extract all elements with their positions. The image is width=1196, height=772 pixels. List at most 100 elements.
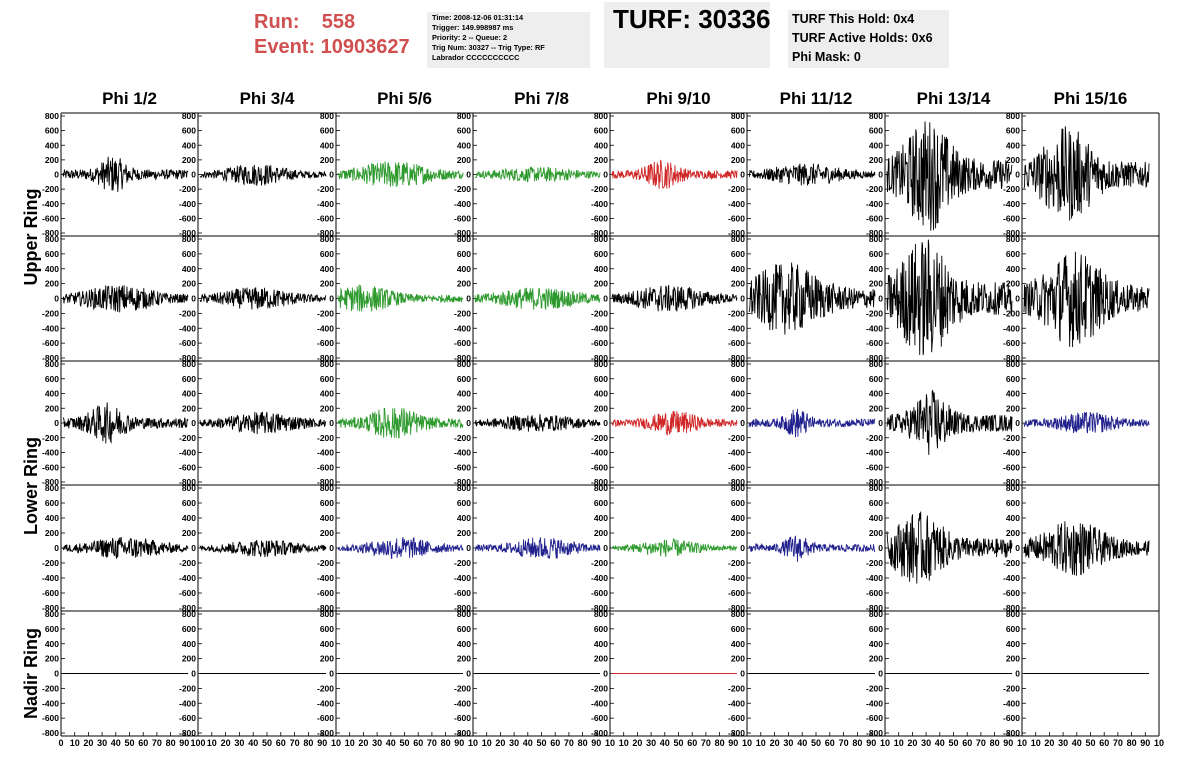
y-tick-label: -400 xyxy=(42,323,59,333)
y-tick-label: 600 xyxy=(457,624,471,634)
y-tick-label: 800 xyxy=(45,609,59,619)
x-tick-label: 60 xyxy=(1099,738,1109,748)
y-tick-label: -200 xyxy=(866,683,883,693)
y-tick-label: -400 xyxy=(728,323,745,333)
y-tick-label: 800 xyxy=(869,359,883,369)
x-tick-label: 20 xyxy=(358,738,368,748)
y-tick-label: 200 xyxy=(869,403,883,413)
y-tick-label: 600 xyxy=(45,249,59,259)
x-tick-label: 20 xyxy=(632,738,642,748)
y-tick-label: -200 xyxy=(42,308,59,318)
y-tick-label: -400 xyxy=(866,199,883,209)
turf-title: TURF: 30336 xyxy=(613,4,771,34)
y-tick-label: -800 xyxy=(1003,728,1020,738)
y-tick-label: -400 xyxy=(179,323,196,333)
y-tick-label: 600 xyxy=(869,249,883,259)
waveform-r1-c3 xyxy=(337,161,464,188)
turf-holds-box: TURF This Hold: 0x4 TURF Active Holds: 0… xyxy=(788,10,949,68)
y-tick-label: 0 xyxy=(603,418,608,428)
y-tick-label: 200 xyxy=(182,279,196,289)
y-tick-label: -800 xyxy=(317,353,334,363)
y-tick-label: -200 xyxy=(317,433,334,443)
x-tick-label: 90 xyxy=(179,738,189,748)
y-tick-label: -400 xyxy=(454,323,471,333)
x-tick-label: 20 xyxy=(770,738,780,748)
y-tick-label: -400 xyxy=(42,199,59,209)
y-tick-label: 200 xyxy=(594,403,608,413)
y-tick-label: 600 xyxy=(594,624,608,634)
x-tick-label: 70 xyxy=(839,738,849,748)
x-tick-label: 90 xyxy=(1003,738,1013,748)
y-tick-label: 200 xyxy=(320,528,334,538)
y-tick-label: -200 xyxy=(454,683,471,693)
y-tick-label: 200 xyxy=(182,654,196,664)
y-tick-label: 800 xyxy=(320,111,334,121)
y-tick-label: -800 xyxy=(591,728,608,738)
x-tick-label: 40 xyxy=(386,738,396,748)
y-tick-label: 600 xyxy=(457,126,471,136)
y-tick-label: -800 xyxy=(317,728,334,738)
x-tick-label: 30 xyxy=(372,738,382,748)
y-tick-label: 0 xyxy=(740,669,745,679)
y-tick-label: 0 xyxy=(54,543,59,553)
y-tick-label: -800 xyxy=(728,353,745,363)
column-header-4: Phi 7/8 xyxy=(514,89,569,108)
y-tick-label: 0 xyxy=(191,170,196,180)
y-tick-label: 400 xyxy=(182,140,196,150)
y-tick-label: 200 xyxy=(182,528,196,538)
y-tick-label: -600 xyxy=(1003,713,1020,723)
y-tick-label: -400 xyxy=(591,448,608,458)
x-tick-label: 70 xyxy=(976,738,986,748)
y-tick-label: 600 xyxy=(320,624,334,634)
y-tick-label: 0 xyxy=(54,170,59,180)
y-tick-label: -800 xyxy=(179,353,196,363)
waveform-r2-c8 xyxy=(1023,251,1150,348)
y-tick-label: 800 xyxy=(1006,609,1020,619)
y-tick-label: -600 xyxy=(317,338,334,348)
y-tick-label: -800 xyxy=(42,228,59,238)
y-tick-label: -200 xyxy=(728,683,745,693)
y-tick-label: 600 xyxy=(1006,374,1020,384)
y-tick-label: -600 xyxy=(591,338,608,348)
y-tick-label: -200 xyxy=(42,433,59,443)
y-tick-label: 400 xyxy=(869,639,883,649)
y-tick-label: 0 xyxy=(740,294,745,304)
y-tick-label: -400 xyxy=(728,698,745,708)
x-tick-label: 30 xyxy=(234,738,244,748)
y-tick-label: -800 xyxy=(591,353,608,363)
waveform-r4-c8 xyxy=(1023,521,1150,576)
y-tick-label: -600 xyxy=(179,462,196,472)
y-tick-label: 0 xyxy=(603,294,608,304)
y-tick-label: -400 xyxy=(317,448,334,458)
y-tick-label: -400 xyxy=(317,199,334,209)
y-tick-label: 200 xyxy=(1006,279,1020,289)
y-tick-label: 600 xyxy=(1006,624,1020,634)
y-tick-label: 400 xyxy=(1006,639,1020,649)
y-tick-label: -600 xyxy=(1003,588,1020,598)
y-tick-label: 600 xyxy=(45,374,59,384)
y-tick-label: 0 xyxy=(740,418,745,428)
y-tick-label: 800 xyxy=(731,234,745,244)
waveform-r3-c3 xyxy=(337,407,464,439)
y-tick-label: -200 xyxy=(591,558,608,568)
y-tick-label: -600 xyxy=(1003,213,1020,223)
x-tick-label: 80 xyxy=(715,738,725,748)
y-tick-label: -200 xyxy=(591,433,608,443)
y-tick-label: 200 xyxy=(182,403,196,413)
y-tick-label: 800 xyxy=(182,234,196,244)
y-tick-label: -400 xyxy=(866,573,883,583)
y-tick-label: 800 xyxy=(182,609,196,619)
x-tick-label: 90 xyxy=(728,738,738,748)
y-tick-label: -600 xyxy=(591,462,608,472)
y-tick-label: 200 xyxy=(320,403,334,413)
y-tick-label: 600 xyxy=(45,126,59,136)
y-tick-label: 600 xyxy=(869,126,883,136)
x-tick-label: 60 xyxy=(825,738,835,748)
y-tick-label: 200 xyxy=(45,528,59,538)
x-tick-label: 80 xyxy=(990,738,1000,748)
x-tick-label: 0 xyxy=(58,738,63,748)
y-tick-label: 0 xyxy=(329,294,334,304)
y-tick-label: -400 xyxy=(317,573,334,583)
info-time: Time: 2008-12-06 01:31:14 xyxy=(432,13,524,22)
y-tick-label: -800 xyxy=(591,603,608,613)
